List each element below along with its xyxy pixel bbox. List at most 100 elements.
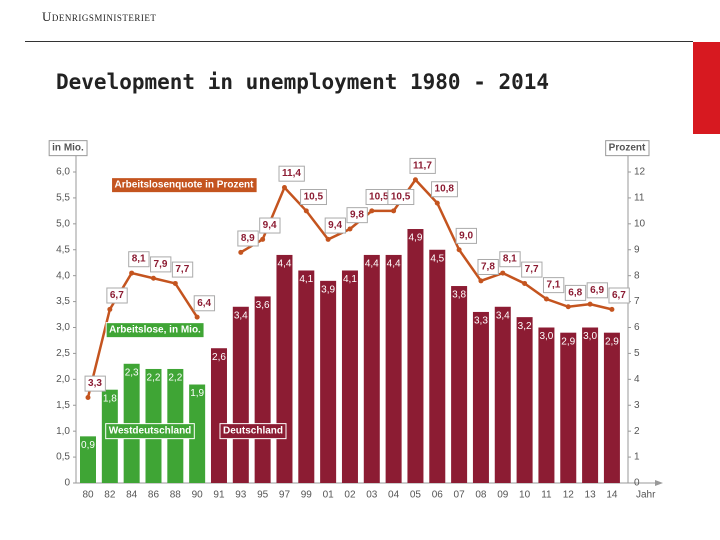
bar-value-label: 2,2	[168, 373, 182, 384]
bar-value-label: 4,1	[343, 274, 357, 285]
x-tick-label: 86	[148, 490, 160, 501]
line-value-label: 6,8	[568, 287, 582, 298]
line-point	[172, 280, 178, 286]
bar-value-label: 2,6	[212, 352, 226, 363]
bar	[494, 306, 511, 483]
legend-entry: Deutschland	[223, 426, 283, 437]
line-value-label-box	[409, 157, 436, 174]
y-tick-label: 3,5	[56, 296, 70, 307]
x-tick-label: 90	[192, 490, 204, 501]
x-tick-label: 01	[323, 490, 335, 501]
line-point	[129, 270, 135, 276]
line-value-label: 9,4	[263, 220, 277, 231]
y-axis-label-box	[48, 140, 88, 157]
line-value-label: 9,8	[350, 210, 364, 221]
y-tick-label: 2,5	[56, 348, 70, 359]
y2-tick-label: 0	[634, 478, 640, 489]
bar-value-label: 2,9	[561, 336, 575, 347]
line-value-label-box	[300, 189, 327, 206]
line-point	[609, 306, 615, 312]
x-tick-label: 02	[344, 490, 356, 501]
bar-value-label: 3,6	[256, 300, 270, 311]
y-tick-label: 2,0	[56, 374, 70, 385]
line-point	[522, 280, 528, 286]
bar-value-label: 1,9	[190, 388, 204, 399]
y-tick-label: 5,0	[56, 218, 70, 229]
line-value-label: 9,4	[328, 220, 342, 231]
line-value-label-box	[106, 287, 128, 304]
line-point	[391, 208, 397, 214]
bar	[560, 332, 577, 483]
bar	[298, 270, 315, 483]
bar	[385, 254, 402, 483]
line-value-label-box	[455, 227, 477, 244]
line-value-label-box	[259, 217, 281, 234]
y2-axis-label: Prozent	[609, 143, 646, 154]
line-point	[303, 208, 309, 214]
annotation-box	[105, 322, 205, 339]
bar	[516, 317, 533, 483]
bar	[472, 311, 489, 483]
y-tick-label: 5,5	[56, 193, 70, 204]
x-axis-label: Jahr	[636, 490, 656, 501]
x-tick-label: 09	[497, 490, 509, 501]
bar	[603, 332, 620, 483]
bar	[341, 270, 358, 483]
slide-title: Development in unemployment 1980 - 2014	[56, 70, 550, 94]
line-point	[434, 200, 440, 206]
legend-entry-box	[219, 423, 287, 440]
x-tick-label: 88	[170, 490, 182, 501]
line-point	[260, 236, 266, 242]
line-point	[369, 208, 375, 214]
x-tick-label: 12	[563, 490, 575, 501]
line-value-label: 8,9	[241, 233, 255, 244]
line-value-label: 7,1	[546, 280, 560, 291]
y2-tick-label: 11	[634, 193, 645, 204]
y2-tick-label: 1	[634, 452, 640, 463]
line-value-label-box	[150, 256, 172, 273]
bar-value-label: 3,9	[321, 284, 335, 295]
x-tick-label: 80	[82, 490, 94, 501]
bar-value-label: 3,3	[474, 316, 488, 327]
bar	[407, 229, 424, 483]
y-tick-label: 4,0	[56, 270, 70, 281]
bar-value-label: 0,9	[81, 440, 95, 451]
line-value-label-box	[237, 230, 259, 247]
line-point	[456, 247, 462, 253]
y-tick-label: 0	[64, 478, 70, 489]
line-point	[543, 296, 549, 302]
y-tick-label: 6,0	[56, 167, 70, 178]
line-value-label: 7,8	[481, 261, 495, 272]
bar	[232, 306, 249, 483]
legend-entry: Arbeitslosenquote in Prozent	[115, 180, 255, 191]
line-value-label: 10,8	[435, 184, 455, 195]
header-rule	[25, 41, 693, 42]
bar	[451, 286, 468, 483]
line-value-label: 11,7	[413, 160, 432, 171]
line-value-label-box	[564, 284, 587, 301]
line-value-label-box	[84, 375, 106, 392]
line-point	[478, 278, 484, 284]
line-value-label: 6,4	[197, 298, 211, 309]
bar-value-label: 4,4	[365, 259, 379, 270]
x-tick-label: 13	[585, 490, 597, 501]
y2-tick-label: 4	[634, 374, 640, 385]
bar	[363, 254, 380, 483]
bar	[429, 249, 446, 483]
bar-value-label: 3,4	[496, 310, 510, 321]
x-tick-label: 93	[235, 490, 247, 501]
line-value-label-box	[387, 189, 415, 206]
y-tick-label: 1,0	[56, 426, 70, 437]
bar-value-label: 4,1	[299, 274, 313, 285]
line-value-label: 3,3	[88, 378, 102, 389]
line-value-label-box	[608, 287, 630, 304]
x-tick-label: 04	[388, 490, 400, 501]
line-value-label-box	[477, 258, 499, 275]
bar-value-label: 3,2	[518, 321, 532, 332]
line-value-label: 6,7	[110, 290, 124, 301]
x-tick-label: 95	[257, 490, 269, 501]
bar	[254, 296, 271, 483]
legend-entry-box	[105, 423, 195, 440]
y2-tick-label: 8	[634, 270, 640, 281]
